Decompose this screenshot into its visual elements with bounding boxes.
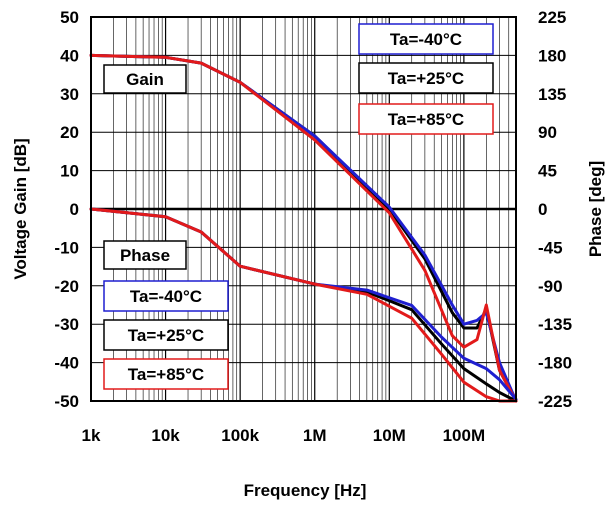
gain-curve-ta85c	[89, 53, 518, 403]
phase-group-box	[103, 240, 187, 270]
right-tick-label: -135	[538, 315, 572, 334]
phase-legend-2-box	[103, 358, 229, 390]
phase-curve-ta85c	[89, 207, 518, 403]
left-tick-label: -30	[54, 315, 79, 334]
left-tick-label: 50	[60, 8, 79, 27]
gain-group-label: Gain	[126, 70, 164, 89]
right-tick-label: 90	[538, 123, 557, 142]
right-axis-title: Phase [deg]	[586, 161, 605, 257]
right-tick-label: -45	[538, 238, 563, 257]
phase-legend-2-label: Ta=+85°C	[128, 365, 204, 384]
phase-legend-1-label: Ta=+25°C	[128, 326, 204, 345]
gain-legend-2-box	[358, 103, 494, 135]
gain-legend-0-box	[358, 23, 494, 55]
left-tick-label: 30	[60, 85, 79, 104]
phase-legend-0-label: Ta=-40°C	[130, 287, 202, 306]
left-tick-label: -40	[54, 354, 79, 373]
right-tick-label: -180	[538, 354, 572, 373]
axis-labels: 50 40 30 20 10 0 -10 -20 -30 -40 -50 225 180 135 90 45 0…	[11, 8, 605, 500]
phase-legend-1-box	[103, 319, 229, 351]
x-tick-label: 100k	[221, 426, 259, 445]
x-tick-label: 1M	[303, 426, 327, 445]
phase-group-label: Phase	[120, 246, 170, 265]
gain-legend-2-label: Ta=+85°C	[388, 110, 464, 129]
x-tick-label: 1k	[82, 426, 101, 445]
right-tick-label: -90	[538, 277, 563, 296]
right-tick-label: 45	[538, 162, 557, 181]
left-tick-label: -50	[54, 392, 79, 411]
left-tick-label: 40	[60, 46, 79, 65]
right-tick-label: 135	[538, 85, 566, 104]
right-tick-label: 0	[538, 200, 547, 219]
left-tick-label: -10	[54, 238, 79, 257]
left-tick-label: 20	[60, 123, 79, 142]
right-tick-label: 225	[538, 8, 566, 27]
phase-legend-0-box	[103, 280, 229, 312]
x-tick-label: 10k	[151, 426, 180, 445]
left-tick-label: 10	[60, 162, 79, 181]
left-tick-label: -20	[54, 277, 79, 296]
x-tick-label: 10M	[373, 426, 406, 445]
x-axis-title: Frequency [Hz]	[244, 481, 367, 500]
right-tick-label: -225	[538, 392, 572, 411]
gain-legend-1-label: Ta=+25°C	[388, 69, 464, 88]
left-tick-label: 0	[70, 200, 79, 219]
gain-legend-0-label: Ta=-40°C	[390, 30, 462, 49]
x-tick-label: 100M	[443, 426, 486, 445]
gain-group-box	[103, 64, 187, 94]
plot-frame	[90, 16, 517, 402]
left-axis-title: Voltage Gain [dB]	[11, 138, 30, 279]
gain-legend-1-box	[358, 62, 494, 94]
legends: Gain Phase Ta=-40°C Ta=-40°C Ta=+25°C Ta=+25°…	[103, 23, 494, 390]
curves	[89, 53, 518, 403]
right-tick-label: 180	[538, 46, 566, 65]
